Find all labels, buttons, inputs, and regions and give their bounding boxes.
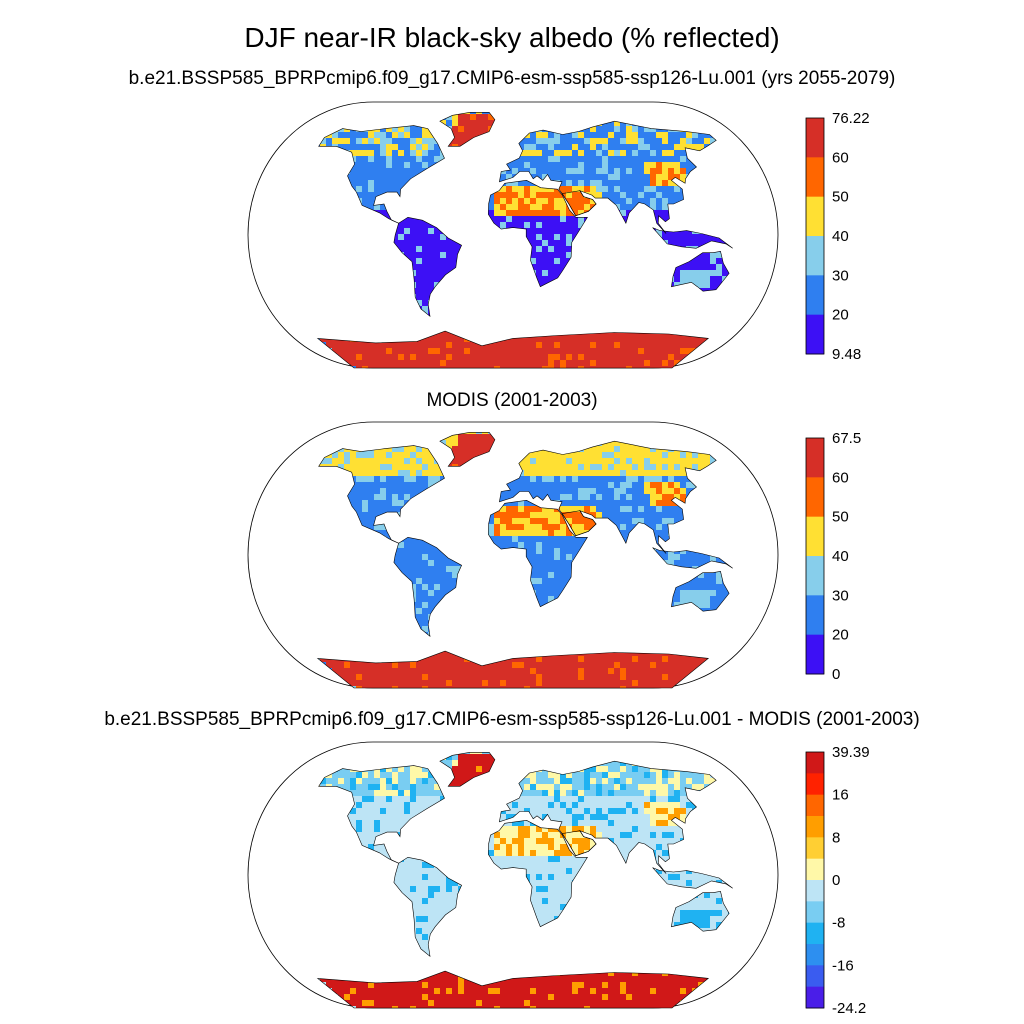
coast-australia — [671, 250, 730, 292]
colorbar-swatch — [806, 634, 824, 675]
colorbar-tick-label: 20 — [832, 307, 849, 324]
colorbar-tick-label: 9.48 — [832, 346, 861, 363]
colorbar-swatch — [806, 516, 824, 557]
coast-greenland — [439, 432, 496, 467]
coast-africa — [487, 819, 588, 928]
colorbar-tick-label: 16 — [832, 787, 849, 804]
colorbar-tick-label: 50 — [832, 509, 849, 526]
panel-2-colorbar: 67.5 60 50 40 30 20 0 — [805, 430, 861, 683]
colorbar-swatch — [806, 314, 824, 355]
coast-europe-asia — [499, 440, 717, 554]
colorbar-swatch — [806, 438, 824, 478]
colorbar-tick-label: 20 — [832, 627, 849, 644]
colorbar-frame — [805, 117, 825, 355]
figure-title: DJF near-IR black-sky albedo (% reflecte… — [244, 22, 780, 53]
colorbar-frame — [805, 751, 825, 1009]
coast-south-america — [393, 216, 462, 318]
colorbar-tick-label: -8 — [832, 915, 845, 932]
colorbar-tick-label: 39.39 — [832, 744, 870, 761]
coast-south-america — [393, 856, 462, 958]
coast-south-america — [393, 536, 462, 638]
colorbar-swatch — [806, 595, 824, 636]
colorbar-swatch — [806, 157, 824, 198]
colorbar-tick-label: 60 — [832, 149, 849, 166]
coast-antarctica — [316, 650, 710, 689]
panel-2-title: MODIS (2001-2003) — [426, 390, 598, 411]
colorbar-frame — [805, 437, 825, 675]
colorbar-swatch — [806, 118, 824, 158]
colorbar-swatch — [806, 477, 824, 518]
coast-north-america — [318, 445, 445, 544]
colorbar-tick-label: 30 — [832, 587, 849, 604]
colorbar-tick-label: 40 — [832, 228, 849, 245]
panel-1-map — [247, 101, 779, 369]
colorbar-tick-label: 8 — [832, 829, 840, 846]
panel-1-title: b.e21.BSSP585_BPRPcmip6.f09_g17.CMIP6-es… — [128, 68, 896, 89]
colorbar-swatch — [806, 275, 824, 316]
colorbar-tick-label: -24.2 — [832, 1000, 866, 1017]
coast-antarctica — [316, 330, 710, 369]
panel-2-map — [247, 421, 779, 689]
colorbar-swatch — [806, 944, 824, 966]
coast-north-america — [318, 125, 445, 224]
colorbar-swatch — [806, 236, 824, 276]
coast-africa — [487, 499, 588, 608]
coast-arabia — [561, 510, 597, 537]
coast-australia — [671, 570, 730, 612]
coast-greenland — [439, 112, 496, 147]
coast-arabia — [561, 190, 597, 217]
colorbar-tick-label: -16 — [832, 957, 854, 974]
colorbar-swatch — [806, 858, 824, 881]
colorbar-tick-label: 30 — [832, 267, 849, 284]
colorbar-swatch — [806, 773, 824, 796]
colorbar-swatch — [806, 752, 824, 774]
colorbar-swatch — [806, 986, 824, 1009]
colorbar-tick-label: 0 — [832, 872, 840, 889]
colorbar-tick-label: 0 — [832, 666, 840, 683]
panel-3-title: b.e21.BSSP585_BPRPcmip6.f09_g17.CMIP6-es… — [104, 709, 920, 730]
colorbar-swatch — [806, 965, 824, 988]
colorbar-swatch — [806, 837, 824, 860]
coast-indonesia — [652, 547, 733, 569]
colorbar-tick-label: 50 — [832, 189, 849, 206]
coast-arabia — [561, 830, 597, 857]
coastlines — [316, 432, 733, 689]
coast-greenland — [439, 752, 496, 787]
colorbar-tick-label: 60 — [832, 469, 849, 486]
coast-indonesia — [652, 867, 733, 889]
colorbar-swatch — [806, 922, 824, 945]
colorbar-swatch — [806, 880, 824, 902]
colorbar-tick-label: 67.5 — [832, 430, 861, 447]
coast-europe-asia — [499, 760, 717, 874]
colorbar-tick-label: 40 — [832, 548, 849, 565]
panel-3-map — [247, 741, 779, 1009]
colorbar-swatch — [806, 196, 824, 237]
panel-1-colorbar: 76.22 60 50 40 30 20 9.48 — [805, 110, 870, 363]
colorbar-swatch — [806, 901, 824, 924]
coastlines — [316, 112, 733, 369]
colorbar-swatch — [806, 794, 824, 817]
coast-indonesia — [652, 227, 733, 249]
coast-australia — [671, 890, 730, 932]
panel-3-colorbar: 39.39 16 8 0 -8 -16 -24.2 — [805, 744, 870, 1017]
coast-antarctica — [316, 970, 710, 1009]
colorbar-swatch — [806, 556, 824, 596]
coast-europe-asia — [499, 120, 717, 234]
colorbar-tick-label: 76.22 — [832, 110, 870, 127]
coast-north-america — [318, 765, 445, 864]
colorbar-swatch — [806, 816, 824, 838]
coast-africa — [487, 179, 588, 288]
coastlines — [316, 752, 733, 1009]
